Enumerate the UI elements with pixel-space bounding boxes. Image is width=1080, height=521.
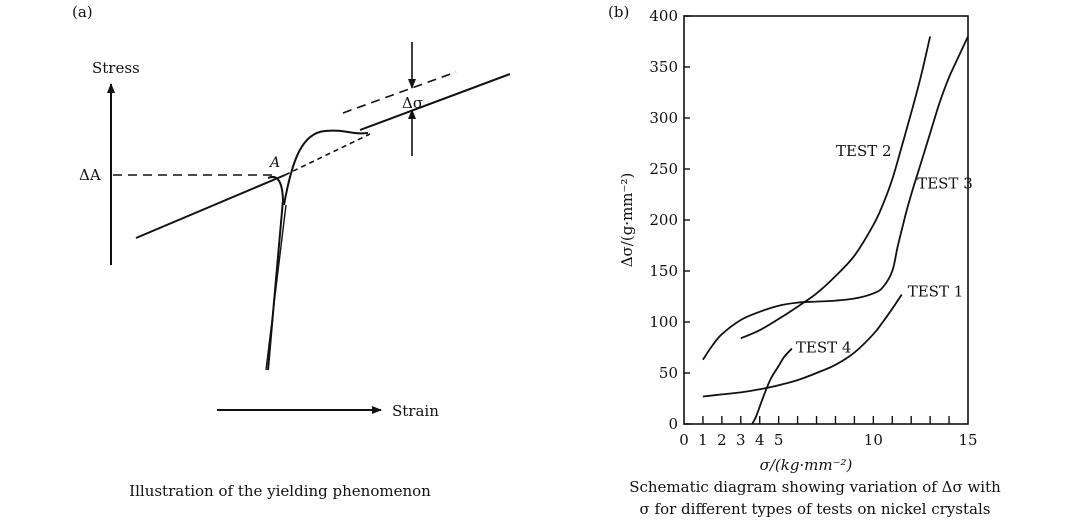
yield-drop-curve: [267, 176, 285, 371]
yield-hump-curve: [283, 129, 369, 206]
series-label-test-3: TEST 3: [917, 175, 973, 193]
series-line-test-2: [740, 36, 931, 340]
series-line-test-4: [751, 347, 793, 425]
delta-sigma-label: Δσ: [402, 94, 423, 112]
series-label-test-1: TEST 1: [908, 282, 964, 300]
y-tick-label: 150: [649, 262, 678, 280]
panel-b-label: (b): [608, 3, 630, 21]
x-tick-label: 4: [755, 431, 765, 449]
series-label-test-2: TEST 2: [836, 142, 892, 160]
yielding-diagram: Stress Strain Δσ ΔA A: [79, 42, 511, 420]
x-axis-label: σ/(kg·mm⁻²): [760, 456, 853, 474]
series-line-test-3: [702, 36, 969, 361]
y-tick-label: 0: [668, 415, 678, 433]
upper-stress-line: [359, 73, 511, 131]
y-tick-label: 250: [649, 160, 678, 178]
panel-a-caption: Illustration of the yielding phenomenon: [129, 482, 431, 500]
x-tick-label: 10: [864, 431, 883, 449]
series-label-test-4: TEST 4: [796, 339, 852, 357]
x-tick-label: 3: [736, 431, 746, 449]
delta-a-label: ΔA: [79, 166, 101, 184]
x-tick-label: 2: [717, 431, 727, 449]
elastic-loading-line: [265, 204, 287, 371]
y-tick-label: 400: [649, 7, 678, 25]
series-line-test-1: [702, 294, 903, 398]
y-axis-label: Δσ/(g·mm⁻²): [618, 173, 636, 268]
panel-a-label: (a): [72, 3, 93, 21]
panel-a-yielding-illustration: (a) Stress Strain Δσ ΔA A: [72, 3, 511, 500]
point-a-label: A: [268, 155, 280, 171]
stress-axis-label: Stress: [92, 59, 140, 77]
offset-dashed-line: [342, 71, 457, 114]
y-tick-label: 300: [649, 109, 678, 127]
y-tick-label: 200: [649, 211, 678, 229]
lower-stress-line: [135, 174, 286, 239]
x-tick-label: 5: [774, 431, 784, 449]
y-tick-label: 50: [659, 364, 678, 382]
extrapolation-dashed-line: [284, 133, 371, 176]
panel-b-chart: (b) Δσ/(g·mm⁻²) σ/(kg·mm⁻²) 0 50 100 150 200…: [560, 0, 1080, 521]
panel-b-caption: Schematic diagram showing variation of Δ…: [580, 476, 1050, 520]
x-tick-label: 0: [679, 431, 689, 449]
delta-sigma-chart: Δσ/(g·mm⁻²) σ/(kg·mm⁻²) 0501001502002503…: [618, 7, 978, 474]
y-tick-label: 100: [649, 313, 678, 331]
panel-b-caption-line-2: σ for different types of tests on nickel…: [639, 500, 991, 518]
x-tick-label: 15: [958, 431, 977, 449]
x-tick-label: 1: [698, 431, 708, 449]
y-tick-label: 350: [649, 58, 678, 76]
strain-axis-label: Strain: [392, 402, 439, 420]
panel-b-caption-line-1: Schematic diagram showing variation of Δ…: [629, 478, 1001, 496]
plot-frame: [683, 15, 969, 425]
